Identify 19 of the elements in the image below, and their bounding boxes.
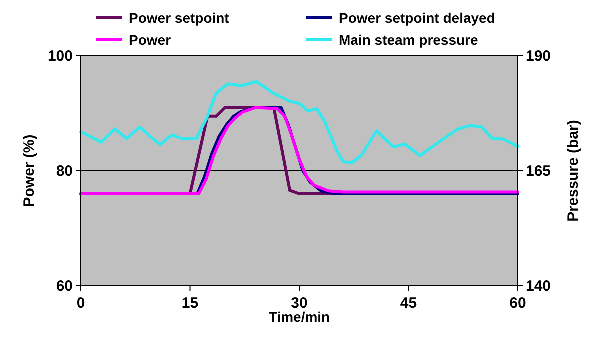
y2-axis-title: Pressure (bar) bbox=[565, 120, 582, 222]
y-tick-label: 100 bbox=[48, 48, 73, 65]
x-tick-label: 30 bbox=[291, 295, 308, 312]
y-tick-label: 80 bbox=[56, 163, 73, 180]
x-axis-title: Time/min bbox=[268, 309, 330, 325]
y2-tick-label: 165 bbox=[526, 163, 552, 180]
x-tick-label: 45 bbox=[400, 295, 418, 312]
legend-label: Power setpoint delayed bbox=[339, 10, 496, 26]
legend-label: Power bbox=[129, 32, 172, 48]
y-axis-title: Power (%) bbox=[21, 134, 38, 208]
y2-tick-label: 140 bbox=[526, 278, 552, 295]
x-tick-label: 0 bbox=[76, 295, 86, 312]
x-tick-label: 15 bbox=[182, 295, 199, 312]
legend-label: Power setpoint bbox=[129, 10, 230, 26]
legend-label: Main steam pressure bbox=[339, 32, 478, 48]
y-tick-label: 60 bbox=[56, 278, 73, 295]
line-series bbox=[80, 80, 520, 165]
y2-tick-label: 190 bbox=[526, 48, 552, 65]
x-tick-label: 60 bbox=[510, 295, 526, 312]
